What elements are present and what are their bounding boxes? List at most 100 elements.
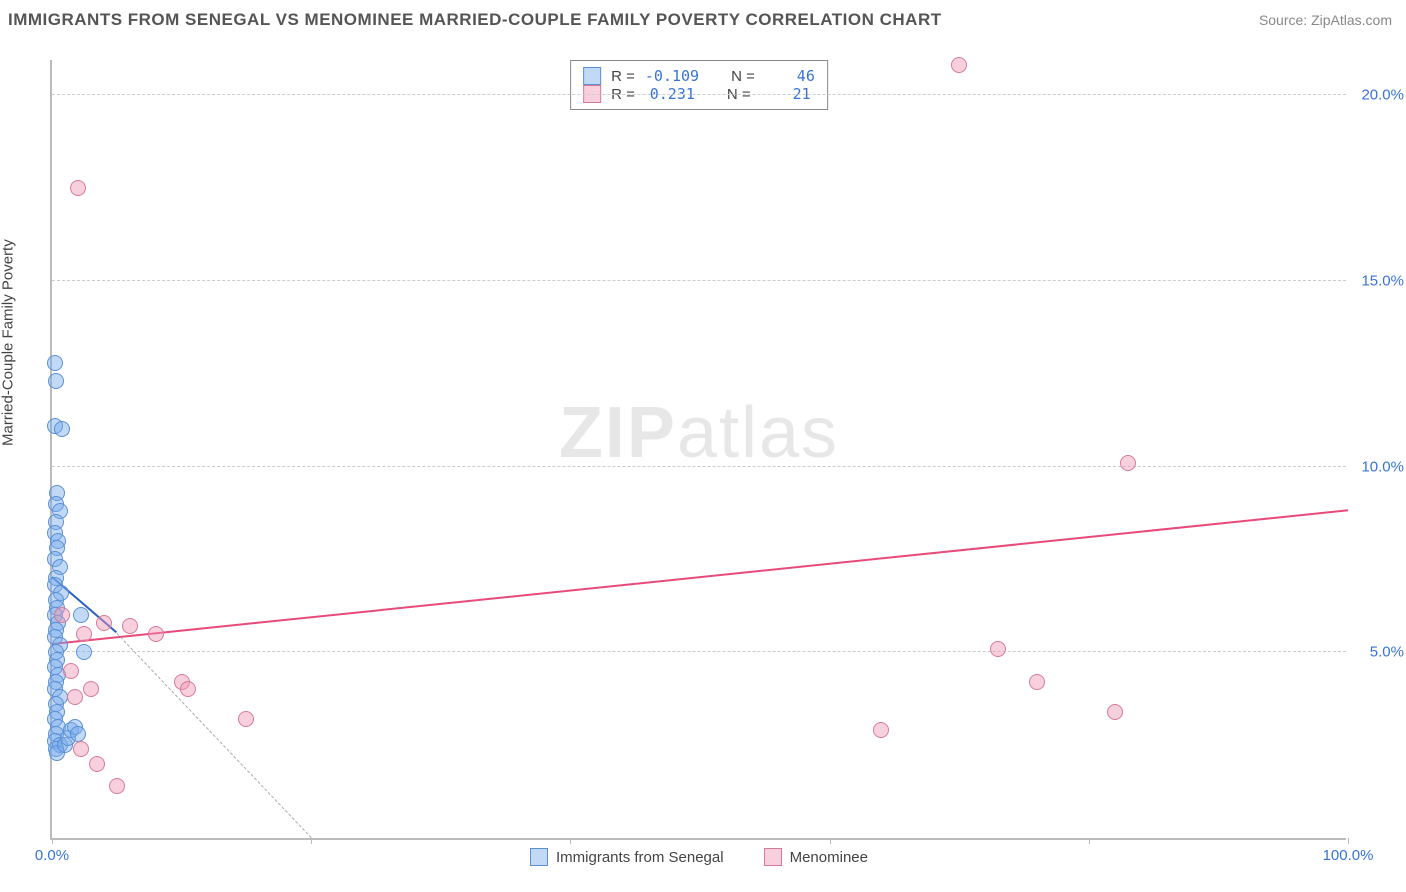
data-point (47, 551, 63, 567)
data-point (48, 592, 64, 608)
data-point (48, 644, 64, 660)
source-label: Source: ZipAtlas.com (1259, 12, 1392, 28)
data-point (47, 659, 63, 675)
regression-extension (116, 633, 311, 838)
data-point (49, 652, 65, 668)
data-point (951, 57, 967, 73)
data-point (57, 737, 73, 753)
data-point (873, 722, 889, 738)
data-point (63, 722, 79, 738)
data-point (48, 622, 64, 638)
data-point (122, 618, 138, 634)
legend-swatch-senegal (530, 848, 548, 866)
gridline-horizontal (52, 94, 1346, 95)
data-point (50, 615, 66, 631)
data-point (49, 485, 65, 501)
data-point (73, 607, 89, 623)
data-point (52, 737, 68, 753)
legend-row: R = -0.109 N = 46 (583, 67, 815, 85)
data-point (1120, 455, 1136, 471)
data-point (54, 421, 70, 437)
gridline-horizontal (52, 280, 1346, 281)
x-tick-label: 100.0% (1323, 847, 1374, 864)
regression-line (52, 509, 1348, 645)
data-point (1029, 674, 1045, 690)
y-axis-label: Married-Couple Family Poverty (0, 239, 17, 446)
data-point (53, 585, 69, 601)
data-point (67, 689, 83, 705)
data-point (49, 704, 65, 720)
plot-area: ZIPatlas R = -0.109 N = 46 R = 0.231 N =… (50, 60, 1346, 840)
data-point (89, 756, 105, 772)
watermark-light: atlas (677, 393, 839, 473)
data-point (109, 778, 125, 794)
data-point (76, 644, 92, 660)
y-tick-label: 10.0% (1350, 458, 1404, 475)
legend-series: Immigrants from Senegal Menominee (530, 848, 868, 866)
data-point (63, 663, 79, 679)
data-point (54, 607, 70, 623)
legend-swatch-senegal (583, 67, 601, 85)
data-point (48, 514, 64, 530)
data-point (47, 607, 63, 623)
data-point (48, 696, 64, 712)
data-point (990, 641, 1006, 657)
data-point (238, 711, 254, 727)
y-tick-label: 5.0% (1350, 644, 1404, 661)
legend-correlation: R = -0.109 N = 46 R = 0.231 N = 21 (570, 60, 828, 110)
data-point (52, 503, 68, 519)
x-tick-mark (52, 838, 53, 844)
data-point (73, 741, 89, 757)
legend-item-senegal: Immigrants from Senegal (530, 848, 724, 866)
data-point (47, 418, 63, 434)
data-point (47, 733, 63, 749)
data-point (47, 681, 63, 697)
data-point (174, 674, 190, 690)
regression-line (51, 576, 117, 633)
data-point (47, 355, 63, 371)
y-tick-label: 20.0% (1350, 87, 1404, 104)
data-point (52, 689, 68, 705)
data-point (1107, 704, 1123, 720)
data-point (52, 559, 68, 575)
legend-n-label: N = (731, 68, 755, 85)
x-tick-mark (1348, 838, 1349, 844)
gridline-horizontal (52, 466, 1346, 467)
data-point (60, 730, 76, 746)
data-point (180, 681, 196, 697)
data-point (67, 719, 83, 735)
chart-container: IMMIGRANTS FROM SENEGAL VS MENOMINEE MAR… (0, 0, 1406, 892)
data-point (48, 741, 64, 757)
data-point (48, 496, 64, 512)
x-tick-mark (570, 838, 571, 844)
watermark: ZIPatlas (559, 392, 839, 474)
data-point (70, 180, 86, 196)
data-point (48, 674, 64, 690)
legend-r-label: R = (611, 68, 635, 85)
chart-title: IMMIGRANTS FROM SENEGAL VS MENOMINEE MAR… (8, 10, 942, 30)
legend-label-senegal: Immigrants from Senegal (556, 849, 724, 866)
legend-item-menominee: Menominee (764, 848, 868, 866)
x-tick-label: 0.0% (35, 847, 69, 864)
data-point (49, 600, 65, 616)
y-tick-label: 15.0% (1350, 272, 1404, 289)
x-tick-mark (830, 838, 831, 844)
x-tick-mark (311, 838, 312, 844)
data-point (50, 667, 66, 683)
legend-n-value-senegal: 46 (765, 67, 815, 85)
data-point (70, 726, 86, 742)
gridline-horizontal (52, 651, 1346, 652)
data-point (83, 681, 99, 697)
data-point (48, 373, 64, 389)
data-point (49, 745, 65, 761)
data-point (49, 540, 65, 556)
data-point (47, 711, 63, 727)
legend-label-menominee: Menominee (790, 849, 868, 866)
legend-swatch-menominee (764, 848, 782, 866)
data-point (50, 719, 66, 735)
legend-r-value-senegal: -0.109 (645, 67, 699, 85)
data-point (47, 525, 63, 541)
data-point (48, 726, 64, 742)
x-tick-mark (1089, 838, 1090, 844)
watermark-bold: ZIP (559, 393, 677, 473)
